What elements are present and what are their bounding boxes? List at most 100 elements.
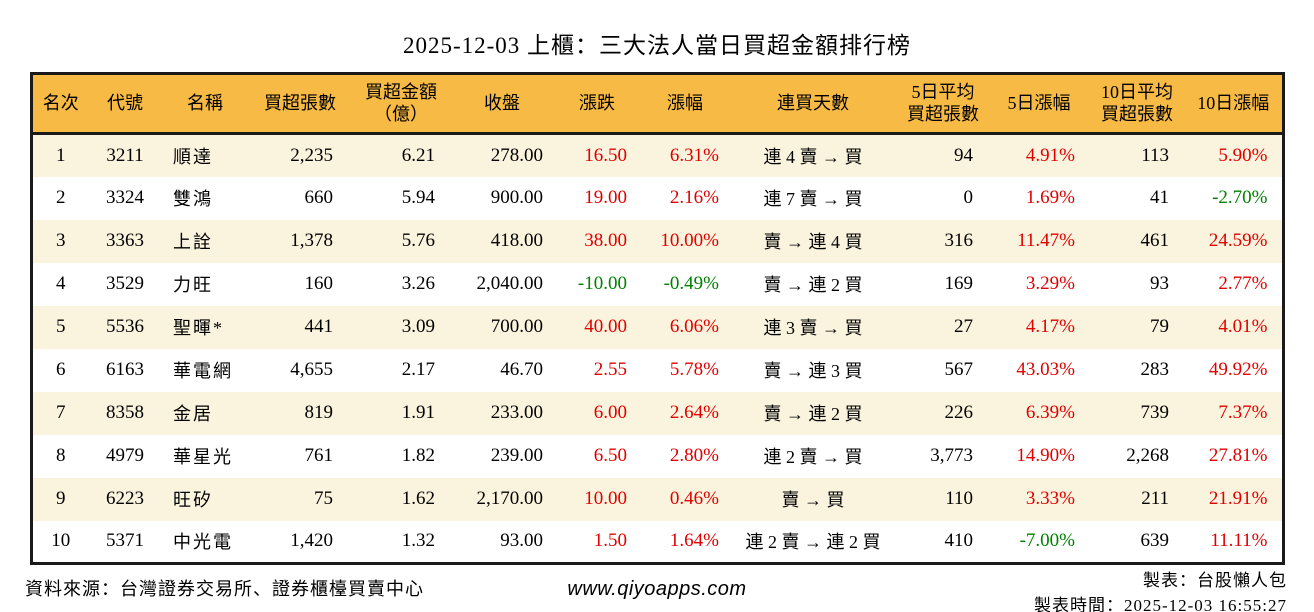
page-title: 2025-12-03 上櫃：三大法人當日買超金額排行榜 xyxy=(402,33,912,58)
cell-change: 16.50 xyxy=(584,144,627,166)
cell-change: 19.00 xyxy=(584,187,627,208)
cell-close: 2,040.00 xyxy=(476,273,544,294)
cell-net_amount: 3.26 xyxy=(401,273,435,294)
cell-avg10_lots: 41 xyxy=(1150,187,1169,208)
cell-rank: 3 xyxy=(56,230,66,251)
cell-net_lots: 75 xyxy=(314,488,333,509)
ranking-table: 名次 代號 名稱 買超張數 買超金額 （億） 收盤 漲跌 漲幅 連買天數 5日平均 買超張數 5日漲… xyxy=(29,72,1285,565)
column-header-avg10_lots: 10日平均 買超張數 xyxy=(1089,73,1185,135)
cell-avg10_lots: 2,268 xyxy=(1126,445,1169,466)
table-row: 9 6223 旺矽 75 1.62 2,170.00 10.00 0.46% 賣 → 買 110 3… xyxy=(31,477,1283,521)
cell-net_lots: 4,655 xyxy=(290,359,333,380)
cell-avg5_lots: 0 xyxy=(963,187,974,208)
cell-change: 6.50 xyxy=(593,445,627,466)
cell-net_amount: 5.94 xyxy=(401,187,435,208)
cell-name: 順達 xyxy=(173,146,213,167)
table-row: 5 5536 聖暉* 441 3.09 700.00 40.00 6.06% 連 3 賣 → 買… xyxy=(31,305,1283,349)
cell-close: 93.00 xyxy=(500,530,543,552)
cell-avg10_lots: 283 xyxy=(1140,359,1170,380)
cell-name: 中光電 xyxy=(173,532,233,553)
cell-name: 華星光 xyxy=(173,447,233,467)
cell-streak: 賣 → 連 4 買 xyxy=(763,232,863,252)
cell-rank: 5 xyxy=(56,316,66,337)
cell-avg10_lots: 79 xyxy=(1150,316,1169,337)
report-timestamp: 製表時間：2025-12-03 16:55:27 xyxy=(1033,595,1287,612)
cell-chg10_pct: 5.90% xyxy=(1218,144,1268,166)
table-row: 8 4979 華星光 761 1.82 239.00 6.50 2.80% 連 2 賣 → 買 3… xyxy=(31,434,1283,478)
cell-code: 6223 xyxy=(106,488,144,509)
cell-streak: 連 7 賣 → 買 xyxy=(763,189,863,209)
cell-net_amount: 1.82 xyxy=(401,445,435,466)
cell-chg5_pct: 11.47% xyxy=(1017,230,1075,251)
column-header-change: 漲跌 xyxy=(553,73,641,135)
column-header-net_lots: 買超張數 xyxy=(249,73,351,135)
cell-change: 10.00 xyxy=(584,488,627,509)
cell-chg10_pct: -2.70% xyxy=(1212,187,1268,208)
cell-net_lots: 2,235 xyxy=(290,144,333,166)
cell-avg10_lots: 211 xyxy=(1141,488,1169,509)
cell-net_lots: 1,378 xyxy=(290,230,333,251)
cell-code: 4979 xyxy=(106,445,144,466)
cell-chg10_pct: 21.91% xyxy=(1208,488,1268,509)
cell-chg5_pct: 1.69% xyxy=(1025,187,1075,208)
cell-close: 278.00 xyxy=(490,144,543,166)
cell-streak: 賣 → 連 2 買 xyxy=(763,404,863,424)
cell-close: 46.70 xyxy=(500,359,543,380)
cell-rank: 8 xyxy=(56,445,66,466)
cell-streak: 連 2 賣 → 買 xyxy=(763,447,863,467)
cell-avg5_lots: 567 xyxy=(944,359,974,380)
cell-name: 金居 xyxy=(173,404,213,424)
column-header-chg10_pct: 10日漲幅 xyxy=(1185,73,1283,135)
cell-change: 38.00 xyxy=(584,230,627,251)
table-row: 7 8358 金居 819 1.91 233.00 6.00 2.64% 賣 → 連 2 買 22… xyxy=(31,391,1283,435)
cell-avg10_lots: 739 xyxy=(1140,402,1170,423)
cell-chg5_pct: 4.91% xyxy=(1025,144,1075,166)
data-source-note: 資料來源：台灣證券交易所、證券櫃檯買賣中心 xyxy=(25,579,424,599)
cell-net_amount: 2.17 xyxy=(401,359,435,380)
column-header-net_amount: 買超金額 （億） xyxy=(351,73,451,135)
table-row: 4 3529 力旺 160 3.26 2,040.00 -10.00 -0.49% 賣 → 連 … xyxy=(31,262,1283,306)
column-header-code: 代號 xyxy=(89,73,161,135)
cell-net_lots: 660 xyxy=(304,187,334,208)
cell-close: 233.00 xyxy=(490,402,543,423)
cell-streak: 賣 → 連 3 買 xyxy=(763,361,863,381)
cell-close: 2,170.00 xyxy=(476,488,544,509)
cell-change: 2.55 xyxy=(593,359,627,380)
cell-net_amount: 1.91 xyxy=(401,402,435,423)
cell-chg5_pct: 14.90% xyxy=(1016,445,1075,466)
cell-chg5_pct: 4.17% xyxy=(1025,316,1075,337)
cell-net_lots: 1,420 xyxy=(290,530,333,552)
cell-name: 聖暉* xyxy=(173,318,224,338)
cell-streak: 連 4 賣 → 買 xyxy=(763,146,863,167)
cell-code: 6163 xyxy=(106,359,144,380)
cell-close: 900.00 xyxy=(490,187,543,208)
cell-rank: 10 xyxy=(51,530,71,552)
table-row: 10 5371 中光電 1,420 1.32 93.00 1.50 1.64% 連 2 賣 → … xyxy=(31,520,1283,564)
cell-change_pct: 2.80% xyxy=(669,445,719,466)
cell-chg5_pct: 43.03% xyxy=(1016,359,1075,380)
cell-change: 40.00 xyxy=(584,316,627,337)
cell-chg5_pct: 6.39% xyxy=(1025,402,1075,423)
cell-streak: 賣 → 買 xyxy=(781,490,845,510)
cell-net_amount: 1.32 xyxy=(401,530,435,552)
cell-avg5_lots: 169 xyxy=(944,273,974,294)
maker-note: 製表：台股懶人包 xyxy=(1143,571,1287,590)
column-header-rank: 名次 xyxy=(31,73,89,135)
column-header-avg5_lots: 5日平均 買超張數 xyxy=(897,73,989,135)
cell-net_lots: 441 xyxy=(304,316,334,337)
cell-name: 上詮 xyxy=(173,232,213,252)
cell-change_pct: 0.46% xyxy=(669,488,719,509)
cell-avg5_lots: 110 xyxy=(945,488,973,509)
column-header-name: 名稱 xyxy=(161,73,249,135)
cell-change_pct: -0.49% xyxy=(663,273,719,294)
cell-change_pct: 5.78% xyxy=(669,359,719,380)
cell-change: -10.00 xyxy=(577,273,627,294)
cell-streak: 賣 → 連 2 買 xyxy=(763,275,863,295)
cell-net_amount: 6.21 xyxy=(401,144,435,166)
cell-avg10_lots: 93 xyxy=(1150,273,1169,294)
cell-avg10_lots: 639 xyxy=(1140,530,1170,552)
cell-rank: 1 xyxy=(56,144,66,166)
footer: 資料來源：台灣證券交易所、證券櫃檯買賣中心 www.qiyoapps.com 製… xyxy=(25,569,1287,612)
cell-chg10_pct: 2.77% xyxy=(1218,273,1268,294)
table-row: 3 3363 上詮 1,378 5.76 418.00 38.00 10.00% 賣 → 連 4… xyxy=(31,219,1283,263)
